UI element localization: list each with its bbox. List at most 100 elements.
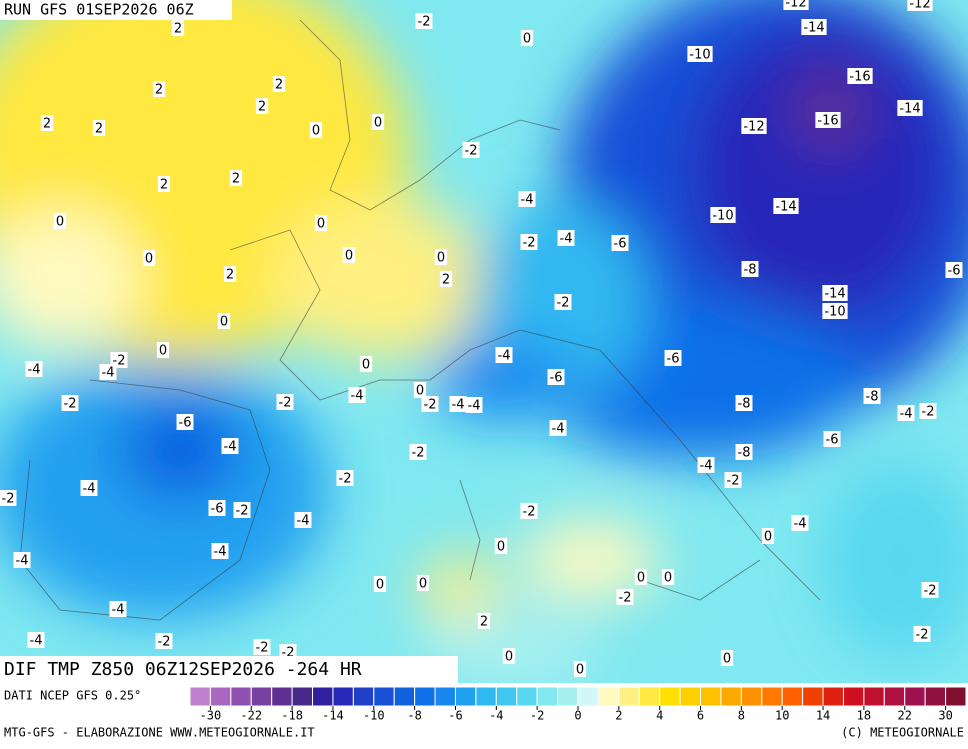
contour-label: -4 [214,545,227,560]
colorbar-swatch [802,686,824,707]
contour-label: -6 [211,502,224,517]
contour-label: 0 [220,315,228,330]
label-box [735,395,753,411]
contour-label: -10 [689,48,710,63]
contour-label: 0 [376,578,384,593]
label-box [176,414,194,430]
colorbar-swatch [209,686,232,707]
colorbar-swatch [536,686,559,707]
contour-label: 0 [437,251,445,266]
contour-label: -2 [412,446,425,461]
colorbar-tick-label: 30 [938,709,952,723]
label-box [348,387,366,403]
colorbar-tick-label: -30 [200,709,222,723]
colorbar-tick-label: 2 [615,709,622,723]
colorbar-swatch [475,686,497,707]
contour-label: -2 [922,405,935,420]
colorbar-swatch [189,686,211,707]
label-box [913,626,931,642]
label-box [897,405,915,421]
label-box [80,480,98,496]
contour-label: -4 [224,440,237,455]
colorbar-swatch [842,686,865,707]
contour-label: 0 [523,32,531,47]
label-box [919,403,937,419]
colorbar-tick-label: 18 [857,709,871,723]
label-box [549,420,567,436]
colorbar-swatch [454,686,477,707]
colorbar-swatch [822,686,844,707]
label-box [634,569,648,585]
label-box [724,472,742,488]
contour-label: -4 [16,554,29,569]
colorbar-swatch [250,686,273,707]
contour-label: -2 [557,296,570,311]
colorbar-swatch [516,686,538,707]
label-box [371,114,385,130]
contour-label: -4 [794,517,807,532]
contour-label: -2 [523,236,536,251]
label-box [221,438,239,454]
colorbar-tick-label: -10 [363,709,385,723]
contour-label: -10 [824,305,845,320]
contour-label: 2 [43,117,51,132]
label-box [907,0,933,11]
contour-label: 0 [637,571,645,586]
label-box [157,176,171,192]
label-box [518,191,536,207]
contour-label: -2 [924,584,937,599]
contour-label: 0 [159,344,167,359]
label-box [449,396,467,412]
label-box [661,569,675,585]
label-box [720,650,734,666]
label-box [276,394,294,410]
colorbar-tick-label: -8 [407,709,421,723]
colorbar-swatch [434,686,456,707]
colorbar-tick-label: -2 [530,709,544,723]
label-box [863,388,881,404]
label-box [710,207,736,223]
contour-label: -4 [560,232,573,247]
contour-label: -16 [849,70,870,85]
label-box [208,500,226,516]
colorbar-swatch [904,686,926,707]
label-box [336,470,354,486]
colorbar-swatch [495,686,518,707]
label-box [573,661,587,677]
contour-label: 0 [345,249,353,264]
run-label: RUN GFS 01SEP2026 06Z [4,1,194,19]
contour-label: -2 [256,641,269,656]
colorbar-swatch [863,686,885,707]
contour-label: -6 [948,264,961,279]
contour-label: -12 [909,0,930,12]
contour-label: 0 [497,540,505,555]
colorbar-swatch [557,686,579,707]
label-box [741,261,759,277]
contour-label: -6 [667,352,680,367]
contour-label: -2 [2,492,15,507]
label-box [99,364,117,380]
label-box [773,198,799,214]
contour-label: 0 [317,217,325,232]
label-box [687,46,713,62]
colorbar-tick-label: 8 [738,709,745,723]
contour-label: 2 [275,78,283,93]
contour-label: 2 [258,100,266,115]
label-box [664,350,682,366]
contour-label: 2 [442,273,450,288]
label-box [272,76,286,92]
contour-label: -6 [550,371,563,386]
label-box [897,100,923,116]
contour-label: 2 [155,83,163,98]
colorbar-swatch [393,686,416,707]
contour-label: -12 [743,120,764,135]
label-box [13,552,31,568]
label-box [547,369,565,385]
contour-label: -4 [900,407,913,422]
label-box [233,502,251,518]
colorbar-tick-label: -4 [489,709,503,723]
contour-label: -4 [102,366,115,381]
contour-label: -2 [64,397,77,412]
contour-label: -2 [236,504,249,519]
